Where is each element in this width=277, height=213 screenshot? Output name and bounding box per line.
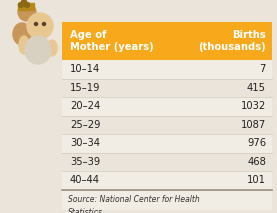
Text: 101: 101 bbox=[247, 175, 266, 185]
Bar bbox=[62, 60, 272, 79]
Text: 20–24: 20–24 bbox=[70, 101, 100, 111]
Text: 30–34: 30–34 bbox=[70, 138, 100, 148]
Bar bbox=[62, 115, 272, 134]
Text: 468: 468 bbox=[247, 157, 266, 167]
Text: Births
(thousands): Births (thousands) bbox=[198, 30, 266, 52]
Text: 415: 415 bbox=[247, 83, 266, 93]
Circle shape bbox=[19, 3, 24, 7]
Bar bbox=[62, 79, 272, 97]
Text: 15–19: 15–19 bbox=[70, 83, 101, 93]
Bar bbox=[62, 171, 272, 190]
Circle shape bbox=[18, 3, 36, 21]
Text: 35–39: 35–39 bbox=[70, 157, 100, 167]
Circle shape bbox=[35, 23, 37, 26]
Text: 1032: 1032 bbox=[241, 101, 266, 111]
Ellipse shape bbox=[13, 23, 31, 45]
Bar bbox=[62, 97, 272, 115]
Text: 25–29: 25–29 bbox=[70, 120, 101, 130]
Ellipse shape bbox=[47, 40, 57, 56]
Circle shape bbox=[42, 23, 45, 26]
Text: Source: National Center for Health
Statistics: Source: National Center for Health Stati… bbox=[68, 196, 200, 213]
Text: 40–44: 40–44 bbox=[70, 175, 100, 185]
Circle shape bbox=[22, 0, 27, 4]
Ellipse shape bbox=[25, 36, 51, 64]
Bar bbox=[18, 3, 34, 10]
Circle shape bbox=[27, 13, 53, 39]
Bar bbox=[62, 190, 272, 210]
Text: 1087: 1087 bbox=[241, 120, 266, 130]
Text: 7: 7 bbox=[260, 64, 266, 74]
Ellipse shape bbox=[19, 36, 29, 54]
Text: Age of
Mother (years): Age of Mother (years) bbox=[70, 30, 154, 52]
Bar bbox=[62, 134, 272, 153]
Text: 976: 976 bbox=[247, 138, 266, 148]
Bar bbox=[62, 22, 272, 60]
Circle shape bbox=[24, 3, 29, 7]
Bar bbox=[62, 153, 272, 171]
Text: 10–14: 10–14 bbox=[70, 64, 100, 74]
